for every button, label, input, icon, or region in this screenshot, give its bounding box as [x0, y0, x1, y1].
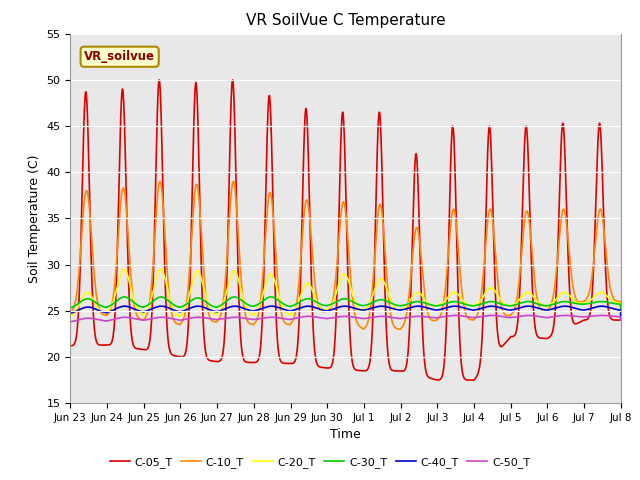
- C-05_T: [547, 333, 555, 338]
- C-30_T: [606, 300, 614, 306]
- Line: C-20_T: C-20_T: [70, 269, 621, 320]
- C-40_T: [606, 305, 614, 311]
- C-20_T: [278, 302, 285, 308]
- C-10_T: [129, 296, 137, 301]
- C-20_T: [301, 281, 309, 287]
- C-40_T: [598, 303, 605, 309]
- C-05_T: [617, 317, 625, 323]
- C-10_T: [397, 326, 404, 332]
- C-30_T: [129, 299, 137, 305]
- C-40_T: [129, 306, 137, 312]
- C-30_T: [278, 300, 285, 306]
- C-40_T: [301, 303, 309, 309]
- C-10_T: [607, 285, 614, 291]
- C-50_T: [162, 315, 170, 321]
- C-20_T: [606, 296, 614, 302]
- C-50_T: [67, 319, 74, 324]
- Y-axis label: Soil Temperature (C): Soil Temperature (C): [28, 154, 41, 283]
- C-05_T: [67, 343, 74, 349]
- Line: C-30_T: C-30_T: [70, 297, 621, 320]
- C-30_T: [301, 296, 309, 302]
- Text: VR_soilvue: VR_soilvue: [84, 50, 155, 63]
- C-10_T: [278, 312, 285, 317]
- C-50_T: [301, 313, 309, 319]
- C-30_T: [547, 302, 555, 308]
- Legend: C-05_T, C-10_T, C-20_T, C-30_T, C-40_T, C-50_T: C-05_T, C-10_T, C-20_T, C-30_T, C-40_T, …: [106, 452, 534, 472]
- Line: C-50_T: C-50_T: [70, 315, 621, 322]
- C-20_T: [617, 317, 625, 323]
- Line: C-40_T: C-40_T: [70, 306, 621, 320]
- C-20_T: [547, 301, 555, 307]
- C-05_T: [607, 314, 614, 320]
- C-50_T: [598, 312, 606, 318]
- C-10_T: [547, 302, 555, 308]
- C-20_T: [67, 313, 74, 319]
- C-40_T: [617, 317, 625, 323]
- C-50_T: [547, 314, 554, 320]
- C-10_T: [617, 317, 625, 323]
- C-10_T: [301, 200, 309, 206]
- C-05_T: [156, 77, 163, 83]
- C-50_T: [278, 315, 285, 321]
- X-axis label: Time: Time: [330, 429, 361, 442]
- C-30_T: [120, 294, 128, 300]
- C-20_T: [120, 266, 128, 272]
- C-05_T: [278, 360, 285, 365]
- C-05_T: [470, 377, 478, 383]
- C-10_T: [162, 250, 170, 256]
- C-30_T: [162, 296, 170, 302]
- C-05_T: [162, 302, 170, 308]
- Title: VR SoilVue C Temperature: VR SoilVue C Temperature: [246, 13, 445, 28]
- C-10_T: [67, 309, 74, 315]
- C-05_T: [129, 342, 137, 348]
- C-30_T: [67, 305, 74, 311]
- C-20_T: [129, 295, 137, 301]
- C-40_T: [67, 311, 74, 316]
- Line: C-10_T: C-10_T: [70, 181, 621, 329]
- Line: C-05_T: C-05_T: [70, 80, 621, 380]
- C-40_T: [278, 306, 285, 312]
- C-30_T: [617, 317, 625, 323]
- C-40_T: [547, 307, 554, 312]
- C-50_T: [617, 317, 625, 323]
- C-50_T: [606, 313, 614, 319]
- C-50_T: [129, 315, 137, 321]
- C-10_T: [156, 179, 164, 184]
- C-05_T: [301, 108, 309, 113]
- C-20_T: [162, 279, 170, 285]
- C-40_T: [162, 304, 170, 310]
